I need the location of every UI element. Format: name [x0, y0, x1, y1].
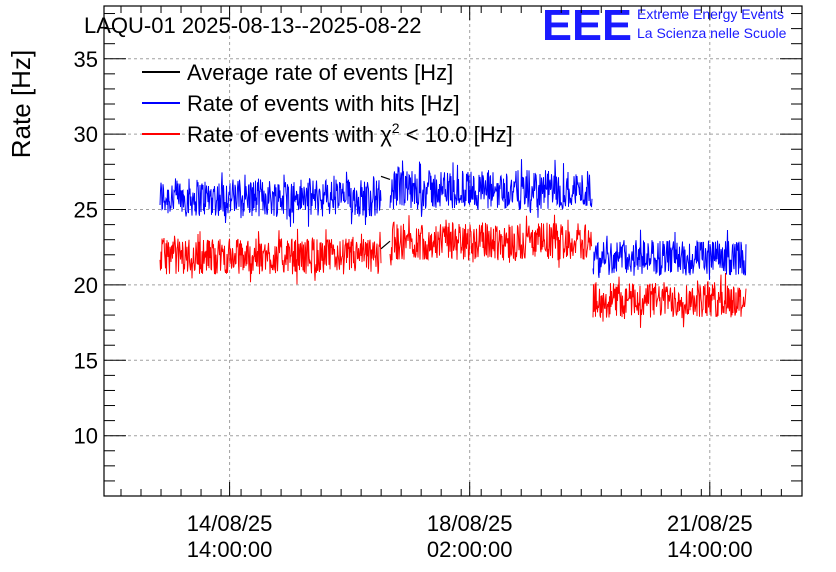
y-tick-label: 15: [74, 348, 98, 373]
eee-logo: EEE Extreme Energy Events La Scienza nel…: [542, 1, 787, 50]
legend-label-hits: Rate of events with hits [Hz]: [187, 91, 460, 116]
x-tick-label-time: 02:00:00: [427, 537, 513, 562]
x-tick-label-date: 14/08/25: [187, 511, 273, 536]
legend-chi2-sup: 2: [392, 120, 400, 136]
y-tick-label: 20: [74, 273, 98, 298]
series-chi2-segment: [389, 214, 593, 268]
x-tick-label-time: 14:00:00: [187, 537, 273, 562]
series-average-gap: [380, 240, 391, 250]
x-tick-label-date: 21/08/25: [667, 511, 753, 536]
series-hits-segment: [592, 229, 747, 280]
axes: 10152025303514/08/2514:00:0018/08/2502:0…: [74, 6, 802, 562]
legend-chi2-prefix: Rate of events with: [187, 122, 380, 147]
y-axis-label: Rate [Hz]: [6, 50, 36, 158]
series-average-gap: [380, 175, 391, 180]
x-tick-label-time: 14:00:00: [667, 537, 753, 562]
legend-entry-average: Average rate of events [Hz]: [142, 60, 453, 85]
logo-letters: EEE: [542, 1, 632, 50]
legend-chi2-suffix: < 10.0 [Hz]: [400, 122, 513, 147]
x-tick-label-date: 18/08/25: [427, 511, 513, 536]
legend: Average rate of events [Hz] Rate of even…: [142, 60, 513, 147]
y-tick-label: 30: [74, 122, 98, 147]
series-chi2-segment: [159, 228, 382, 285]
legend-label-average: Average rate of events [Hz]: [187, 60, 453, 85]
data-layer: [159, 159, 747, 328]
chart-title: LAQU-01 2025-08-13--2025-08-22: [84, 13, 422, 38]
legend-chi2-symbol: χ: [380, 122, 392, 147]
y-tick-label: 35: [74, 47, 98, 72]
legend-entry-hits: Rate of events with hits [Hz]: [142, 91, 460, 116]
legend-entry-chi2: Rate of events with χ2 < 10.0 [Hz]: [142, 120, 513, 147]
legend-label-chi2: Rate of events with χ2 < 10.0 [Hz]: [187, 120, 513, 147]
series-chi2-segment: [592, 272, 747, 328]
series-hits-segment: [389, 159, 593, 218]
series-hits-segment: [159, 171, 382, 227]
y-tick-label: 25: [74, 198, 98, 223]
y-tick-label: 10: [74, 424, 98, 449]
logo-line1: Extreme Energy Events: [637, 6, 784, 22]
plot-frame: [103, 5, 803, 497]
logo-line2: La Scienza nelle Scuole: [637, 25, 787, 41]
grid-lines: [104, 6, 802, 496]
